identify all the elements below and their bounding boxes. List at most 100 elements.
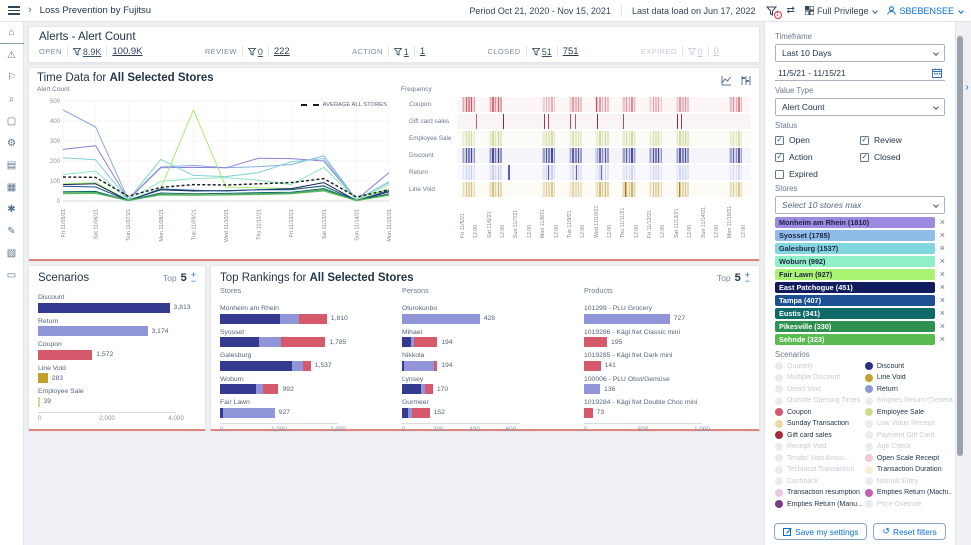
scrollbar-thumb[interactable]: [957, 36, 963, 456]
rail-settings-icon[interactable]: ⚙: [7, 137, 16, 149]
scenario-toggle[interactable]: Multiple Discount: [775, 373, 863, 382]
heat-stripe: [548, 182, 550, 197]
remove-store-icon[interactable]: ×: [939, 282, 945, 292]
rail-audit-search-icon[interactable]: ⌕: [8, 93, 15, 105]
scenario-toggle[interactable]: Age Check: [864, 442, 955, 451]
chevron-right-icon[interactable]: ›: [28, 4, 32, 16]
rail-admin-icon[interactable]: ✱: [7, 203, 16, 215]
remove-store-icon[interactable]: ×: [939, 230, 945, 240]
stat-filtered-count[interactable]: 51: [531, 47, 552, 57]
total-value[interactable]: 0: [713, 46, 719, 57]
remove-store-icon[interactable]: ×: [939, 295, 945, 305]
decrease-top-n-button[interactable]: −: [190, 275, 196, 286]
store-chip[interactable]: Sehnde (323): [775, 334, 935, 345]
stat-filtered-count[interactable]: 0: [687, 47, 703, 57]
scenario-toggle[interactable]: Low Value Receipt: [864, 419, 955, 428]
total-value[interactable]: 222: [273, 46, 290, 57]
scenario-toggle[interactable]: Line Void: [864, 373, 955, 382]
value-type-select[interactable]: Alert Count: [775, 98, 945, 116]
sidebar-scrollbar[interactable]: [955, 22, 963, 545]
scenario-toggle[interactable]: Discount: [864, 362, 955, 370]
status-checkbox-action[interactable]: ✓ Action: [775, 152, 860, 162]
scenario-toggle[interactable]: Sunday Transaction: [775, 419, 863, 428]
store-chip[interactable]: Syosset (1785): [775, 230, 935, 241]
rank_persons-chart: Olurokunbo 428 Mihael 194 Nikkola 194 Lynsey 17…: [402, 305, 568, 434]
scenario-toggle[interactable]: Outside Opening Times: [775, 396, 863, 405]
rail-alerts-icon[interactable]: ⚠: [7, 49, 16, 61]
heat-stripe: [684, 131, 687, 146]
status-checkbox-expired[interactable]: Expired: [775, 169, 860, 179]
store-chip[interactable]: Eustis (341): [775, 308, 935, 319]
save-settings-button[interactable]: Save my settings: [774, 523, 868, 540]
reset-filters-button[interactable]: ↺ Reset filters: [873, 523, 946, 540]
store-chip[interactable]: Monheim am Rhein (1810): [775, 217, 935, 228]
increase-top-n-button[interactable]: +: [744, 269, 750, 280]
scenario-toggle[interactable]: Coupon: [775, 408, 863, 416]
status-checkbox-open[interactable]: ✓ Open: [775, 135, 860, 145]
total-value[interactable]: 1: [419, 46, 426, 57]
stores-select[interactable]: Select 10 stores max: [775, 196, 945, 214]
stat-filtered-count[interactable]: 1: [393, 47, 409, 57]
store-chip[interactable]: Fair Lawn (927): [775, 269, 935, 280]
rail-home-icon[interactable]: ⌂: [0, 22, 24, 44]
rail-document-icon[interactable]: ▧: [6, 247, 17, 259]
scenario-toggle[interactable]: Payment Gift Card: [864, 431, 955, 439]
stat-filtered-count[interactable]: 0: [247, 47, 263, 57]
store-chip[interactable]: Tampa (407): [775, 295, 935, 306]
remove-store-icon[interactable]: ×: [939, 334, 945, 344]
scenario-toggle[interactable]: Transaction Duration: [864, 465, 955, 474]
rail-monitor-icon[interactable]: ▭: [6, 269, 17, 281]
remove-store-icon[interactable]: ×: [939, 269, 945, 279]
store-chip[interactable]: Woburn (992): [775, 256, 935, 267]
remove-store-icon[interactable]: ×: [939, 308, 945, 318]
scenario-toggle[interactable]: Manual Entry: [864, 477, 955, 485]
rail-clipboard-icon[interactable]: ▤: [6, 159, 17, 171]
remove-store-icon[interactable]: ×: [939, 321, 945, 331]
checkbox-label: Action: [789, 152, 813, 162]
scenario-toggle[interactable]: Return: [864, 385, 955, 393]
total-value[interactable]: 751: [562, 46, 579, 57]
scenario-toggle[interactable]: Empties Return (Genera...: [864, 396, 955, 405]
decrease-top-n-button[interactable]: −: [744, 275, 750, 286]
remove-store-icon[interactable]: ×: [939, 243, 945, 253]
heat-line: [601, 165, 603, 180]
scenario-toggle[interactable]: Open Scale Receipt: [864, 454, 955, 462]
total-value[interactable]: 100.9K: [112, 46, 143, 57]
heat-stripe: [601, 131, 604, 146]
status-checkbox-closed[interactable]: ✓ Closed: [860, 152, 945, 162]
stat-filtered-count[interactable]: 8.9K: [72, 47, 101, 57]
scenario-toggle[interactable]: Direct Void: [775, 385, 863, 393]
user-menu[interactable]: SBEBENSEE: [887, 6, 964, 16]
store-chip[interactable]: East Patchogue (451): [775, 282, 935, 293]
scenario-toggle[interactable]: Employee Sale: [864, 408, 955, 416]
scenario-toggle[interactable]: Tender Void Amou...: [775, 454, 863, 462]
store-chip[interactable]: Galesburg (1537): [775, 243, 935, 254]
expand-panel-icon[interactable]: ›: [965, 82, 969, 93]
rail-flag-icon[interactable]: ⚐: [7, 71, 16, 83]
date-range-field[interactable]: 11/5/21 - 11/15/21: [775, 65, 945, 81]
remove-store-icon[interactable]: ×: [939, 217, 945, 227]
scenario-toggle[interactable]: Empties Return (Machi..: [864, 488, 955, 497]
remove-store-icon[interactable]: ×: [939, 256, 945, 266]
scenario-toggle[interactable]: Transaction resumption: [775, 488, 863, 497]
compare-icon[interactable]: ⇄: [786, 5, 795, 16]
privilege-menu[interactable]: Full Privilege: [804, 6, 879, 16]
scenario-toggle[interactable]: Price Override: [864, 500, 955, 508]
status-checkbox-review[interactable]: ✓ Review: [860, 135, 945, 145]
scenario-toggle[interactable]: Empties Return (Manu...: [775, 500, 863, 508]
store-chip[interactable]: Pikesville (330): [775, 321, 935, 332]
timeframe-select[interactable]: Last 10 Days: [775, 44, 945, 62]
scenario-toggle[interactable]: Quantity: [775, 362, 863, 370]
scenario-toggle[interactable]: Receipt Void: [775, 442, 863, 451]
gantt-chart-toggle-icon[interactable]: [740, 73, 751, 91]
scenario-toggle[interactable]: Gift card sales: [775, 431, 863, 439]
line-chart-toggle-icon[interactable]: [721, 73, 732, 91]
menu-icon[interactable]: [8, 6, 20, 15]
rail-window-icon[interactable]: ▢: [6, 115, 17, 127]
scenario-toggle[interactable]: Technical Transaction: [775, 465, 863, 474]
rail-user-edit-icon[interactable]: ✎: [7, 225, 16, 237]
increase-top-n-button[interactable]: +: [190, 269, 196, 280]
rail-report-icon[interactable]: ▦: [6, 181, 17, 193]
scenario-toggle[interactable]: Cashback: [775, 477, 863, 485]
adapt-filters-icon[interactable]: 1: [765, 6, 782, 19]
